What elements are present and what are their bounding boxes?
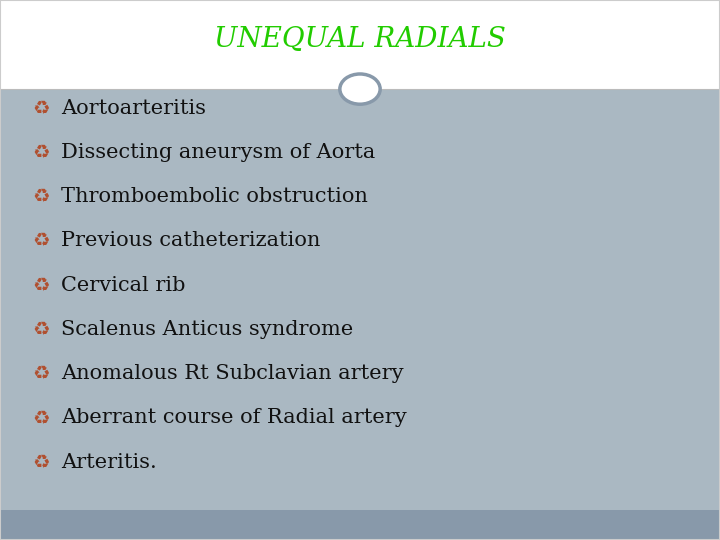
Text: Cervical rib: Cervical rib	[61, 275, 186, 295]
Circle shape	[340, 74, 380, 104]
Text: ♻: ♻	[32, 98, 50, 118]
Text: ♻: ♻	[32, 231, 50, 251]
Text: Dissecting aneurysm of Aorta: Dissecting aneurysm of Aorta	[61, 143, 375, 162]
Text: UNEQUAL RADIALS: UNEQUAL RADIALS	[214, 25, 506, 52]
Text: ♻: ♻	[32, 187, 50, 206]
Text: Previous catheterization: Previous catheterization	[61, 231, 320, 251]
Text: Scalenus Anticus syndrome: Scalenus Anticus syndrome	[61, 320, 354, 339]
Text: ♻: ♻	[32, 143, 50, 162]
Text: Anomalous Rt Subclavian artery: Anomalous Rt Subclavian artery	[61, 364, 404, 383]
Text: ♻: ♻	[32, 275, 50, 295]
Text: ♻: ♻	[32, 320, 50, 339]
Text: ♻: ♻	[32, 453, 50, 472]
Bar	[0, 0, 720, 89]
Text: Aberrant course of Radial artery: Aberrant course of Radial artery	[61, 408, 407, 428]
Text: Thromboembolic obstruction: Thromboembolic obstruction	[61, 187, 368, 206]
Text: ♻: ♻	[32, 408, 50, 428]
Text: Arteritis.: Arteritis.	[61, 453, 157, 472]
Text: Aortoarteritis: Aortoarteritis	[61, 98, 206, 118]
Text: ♻: ♻	[32, 364, 50, 383]
Bar	[0, 89, 720, 510]
Bar	[0, 510, 720, 540]
